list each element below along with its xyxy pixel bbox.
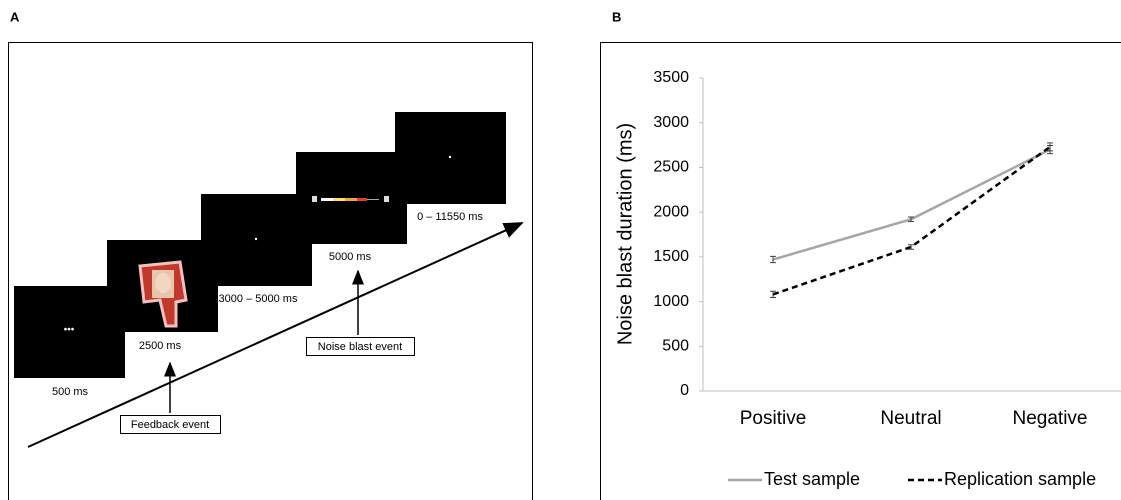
legend-label: Test sample [764, 469, 860, 489]
legend-label: Replication sample [944, 469, 1096, 489]
dots: ••• [64, 325, 75, 336]
duration-label: 5000 ms [329, 251, 372, 263]
x-tick-label: Negative [1013, 408, 1088, 429]
panel-label: A [10, 9, 20, 24]
y-tick-label: 3000 [653, 114, 689, 131]
error-bar [1047, 142, 1053, 152]
event-box [306, 337, 415, 356]
y-axis-label: Noise blast duration (ms) [614, 123, 636, 345]
y-tick-label: 500 [662, 338, 689, 355]
x-tick-label: Neutral [880, 408, 941, 429]
panel-label: B [612, 9, 621, 24]
x-tick-label: Positive [740, 408, 807, 429]
duration-label: 500 ms [52, 386, 89, 398]
screen [14, 286, 125, 378]
panel-frame [600, 42, 1121, 500]
duration-label: 0 – 11550 ms [417, 211, 483, 223]
duration-label: 2500 ms [139, 340, 182, 352]
y-tick-label: 3500 [653, 69, 689, 86]
event-label: Feedback event [131, 419, 209, 431]
fixation [254, 237, 258, 241]
event-label: Noise blast event [318, 341, 402, 353]
duration-label: 3000 – 5000 ms [219, 293, 298, 305]
y-tick-label: 2000 [653, 203, 689, 220]
event-box [120, 415, 221, 434]
y-tick-label: 0 [680, 382, 689, 399]
y-tick-label: 1000 [653, 293, 689, 310]
feedback-icon [138, 260, 188, 328]
y-tick-label: 2500 [653, 159, 689, 176]
series-line [772, 148, 1051, 261]
error-bar [770, 290, 776, 299]
timeline-arrow [27, 222, 524, 448]
y-tick-label: 1500 [653, 248, 689, 265]
fixation [448, 155, 452, 159]
error-bar [770, 255, 776, 264]
error-bar [908, 244, 914, 250]
error-bar [908, 216, 914, 223]
volume-bar [312, 196, 389, 202]
panel-frame [8, 42, 533, 500]
